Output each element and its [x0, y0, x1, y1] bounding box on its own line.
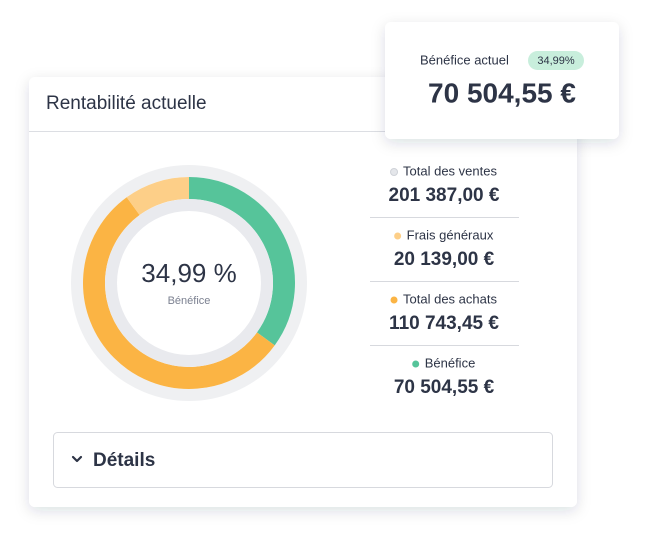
- legend-label: Total des ventes: [403, 163, 497, 178]
- legend-label: Frais généraux: [407, 227, 494, 242]
- popup-label: Bénéfice actuel: [420, 52, 509, 67]
- legend-label: Total des achats: [403, 291, 497, 306]
- badge: [528, 51, 584, 70]
- inner-hole: [117, 211, 261, 355]
- details-label[interactable]: Détails: [93, 450, 155, 471]
- legend-dot: [412, 360, 420, 368]
- badge-text: 34,99%: [537, 55, 575, 67]
- card-title: Rentabilité actuelle: [46, 93, 207, 114]
- chevron-icon: [71, 455, 83, 463]
- donut-segment: [188, 177, 295, 346]
- popup-value: 70 504,55 €: [428, 77, 576, 108]
- legend: Total des ventes 201 387,00 € Frais généra…: [370, 163, 519, 398]
- details-toggle[interactable]: [53, 432, 553, 488]
- legend-dot: [390, 168, 399, 176]
- donut-segment: [126, 177, 190, 216]
- legend-value: 20 139,00 €: [394, 249, 495, 270]
- legend-dot: [390, 296, 398, 304]
- donut-chart: [71, 165, 307, 401]
- legend-label: Bénéfice: [425, 355, 476, 370]
- center-label: Bénéfice: [168, 295, 211, 307]
- donut-segment: [83, 197, 275, 389]
- legend-value: 70 504,55 €: [394, 377, 495, 398]
- center-value: 34,99 %: [141, 258, 236, 288]
- legend-value: 201 387,00 €: [389, 185, 500, 206]
- legend-value: 110 743,45 €: [389, 313, 499, 334]
- legend-dot: [394, 232, 402, 240]
